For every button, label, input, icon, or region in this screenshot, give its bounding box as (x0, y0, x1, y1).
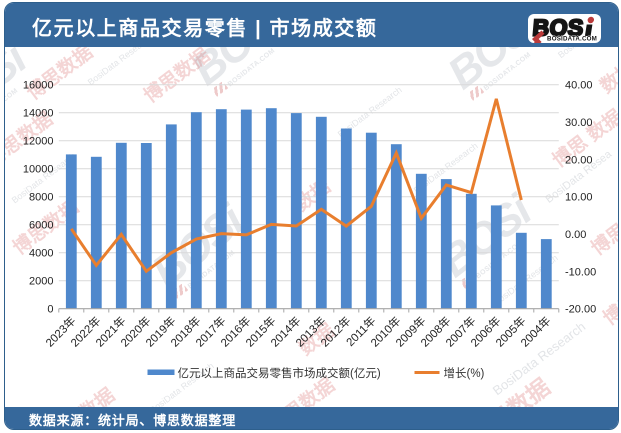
svg-text:BOSIDATA.COM: BOSIDATA.COM (547, 35, 597, 42)
svg-text:20.00: 20.00 (565, 154, 593, 166)
svg-text:增长(%): 增长(%) (444, 366, 485, 380)
svg-text:10.00: 10.00 (565, 192, 593, 204)
svg-text:40.00: 40.00 (565, 80, 593, 92)
svg-text:10000: 10000 (23, 164, 54, 176)
svg-text:14000: 14000 (23, 108, 54, 120)
svg-text:亿元以上商品交易零售市场成交额(亿元): 亿元以上商品交易零售市场成交额(亿元) (178, 366, 381, 380)
svg-text:-10.00: -10.00 (565, 266, 596, 278)
svg-text:-20.00: -20.00 (565, 304, 596, 316)
svg-text:0.00: 0.00 (565, 229, 586, 241)
svg-text:30.00: 30.00 (565, 117, 593, 129)
svg-text:8000: 8000 (29, 192, 53, 204)
svg-text:4000: 4000 (29, 248, 53, 260)
svg-text:12000: 12000 (23, 136, 54, 148)
svg-text:2000: 2000 (29, 276, 53, 288)
svg-text:0: 0 (47, 304, 53, 316)
svg-text:6000: 6000 (29, 220, 53, 232)
svg-text:16000: 16000 (23, 80, 54, 92)
